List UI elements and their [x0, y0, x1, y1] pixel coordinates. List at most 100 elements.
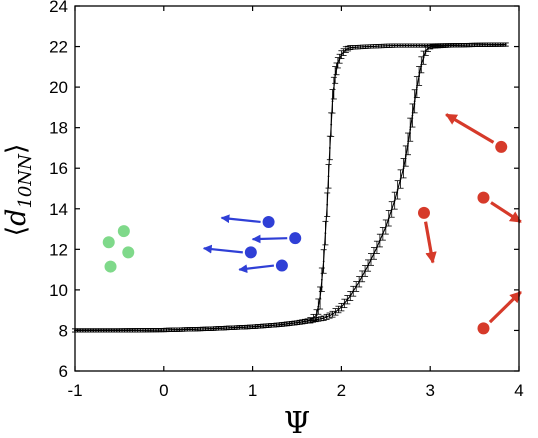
- data-point: [325, 316, 328, 318]
- data-point: [186, 328, 189, 331]
- data-point: [497, 43, 499, 46]
- data-point: [230, 326, 233, 329]
- data-point: [183, 328, 186, 331]
- data-point: [385, 44, 388, 47]
- data-point: [447, 44, 449, 47]
- y-tick-label: 10: [49, 281, 68, 300]
- data-point: [97, 329, 100, 332]
- series-layer: [72, 42, 509, 333]
- axes: [74, 5, 520, 372]
- y-axis-label-close: ⟩: [1, 144, 32, 155]
- y-tick-label: 8: [59, 321, 68, 340]
- data-point: [481, 43, 484, 46]
- data-point: [228, 326, 230, 329]
- data-point: [331, 313, 334, 316]
- data-point: [128, 329, 131, 332]
- data-point: [94, 329, 97, 332]
- series-1-error-bars: [72, 42, 509, 333]
- data-point: [401, 44, 404, 47]
- data-point: [238, 326, 241, 329]
- data-point: [278, 323, 281, 326]
- data-point: [162, 329, 165, 331]
- data-point: [478, 43, 481, 46]
- data-point: [155, 329, 157, 332]
- data-point: [347, 47, 349, 50]
- data-point: [204, 327, 207, 330]
- series-2-error-bars: [72, 42, 509, 333]
- data-point: [115, 329, 118, 332]
- svg-text:⟨d10NN⟩: ⟨d10NN⟩: [1, 144, 36, 237]
- data-point: [359, 46, 362, 48]
- data-point: [315, 314, 318, 317]
- data-point: [465, 44, 468, 47]
- y-tick-label: 20: [49, 78, 68, 97]
- data-point: [434, 45, 437, 48]
- data-point: [249, 326, 251, 328]
- data-point: [393, 44, 396, 47]
- data-point: [254, 325, 257, 328]
- data-point: [415, 86, 418, 89]
- data-point: [422, 56, 425, 59]
- data-point: [319, 297, 321, 299]
- data-point: [377, 45, 380, 48]
- data-point: [220, 327, 223, 330]
- y-axis-label-open: ⟨: [1, 226, 32, 237]
- data-point: [332, 87, 335, 90]
- data-point: [334, 310, 337, 313]
- red-arrow: [445, 113, 495, 144]
- plot-frame: [74, 5, 520, 372]
- data-point: [314, 318, 317, 321]
- data-point: [418, 44, 421, 47]
- data-point: [257, 325, 259, 328]
- data-point: [123, 329, 126, 332]
- data-point: [409, 128, 412, 131]
- x-tick-label: 3: [425, 381, 434, 400]
- y-tick-label: 16: [49, 159, 68, 178]
- data-point: [280, 323, 283, 326]
- data-point: [396, 44, 399, 47]
- data-point: [402, 167, 405, 170]
- green-particle: [122, 246, 135, 259]
- y-tick-label: 6: [59, 362, 68, 381]
- data-point: [157, 329, 160, 331]
- data-point: [173, 328, 176, 331]
- data-point: [168, 328, 170, 331]
- data-point: [121, 329, 123, 332]
- data-point: [418, 75, 420, 77]
- data-point: [296, 321, 298, 324]
- data-point: [110, 329, 113, 332]
- data-point: [170, 328, 173, 331]
- data-point: [499, 43, 502, 46]
- data-point: [217, 327, 220, 330]
- data-point: [486, 43, 489, 46]
- data-point: [288, 322, 291, 325]
- x-tick-label: 0: [159, 381, 168, 400]
- series-line-1: [75, 43, 506, 331]
- data-point: [207, 327, 210, 330]
- data-point: [351, 46, 354, 49]
- data-point: [328, 314, 331, 317]
- data-point: [399, 44, 402, 47]
- data-point: [236, 326, 238, 329]
- data-point: [471, 44, 473, 46]
- red-particle: [477, 322, 490, 335]
- data-point: [108, 329, 110, 332]
- data-point: [126, 329, 129, 332]
- data-point: [330, 123, 333, 126]
- data-point: [312, 319, 314, 322]
- data-point: [444, 44, 447, 47]
- data-point: [202, 328, 204, 330]
- data-point: [320, 317, 322, 320]
- data-point: [457, 44, 460, 47]
- x-tick-label: -1: [67, 381, 82, 400]
- blue-arrow: [238, 264, 275, 274]
- data-point: [326, 203, 329, 206]
- data-point: [322, 260, 325, 263]
- data-point: [362, 45, 364, 48]
- data-point: [328, 147, 331, 149]
- data-point: [285, 322, 288, 325]
- data-point: [251, 325, 254, 328]
- data-point: [429, 45, 432, 48]
- data-point: [424, 49, 427, 52]
- data-point: [243, 326, 246, 329]
